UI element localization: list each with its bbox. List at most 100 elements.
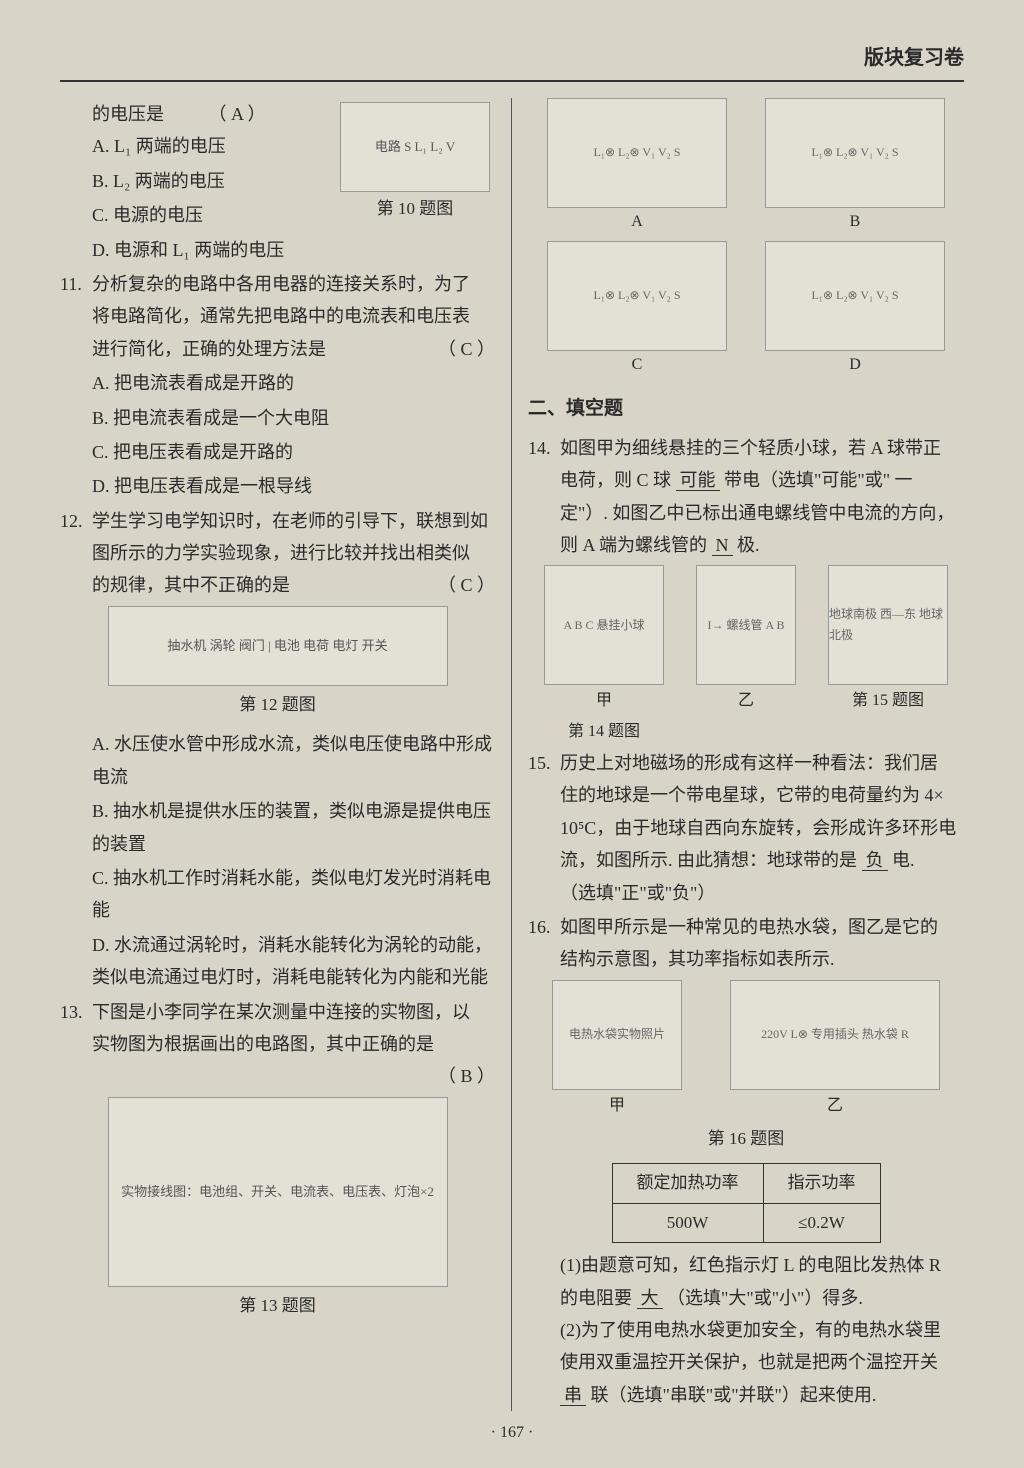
- circuit-b: L₁⊗ L₂⊗ V₁ V₂ S B: [765, 98, 945, 237]
- q11-num: 11.: [60, 268, 92, 300]
- section-2-title: 二、填空题: [528, 392, 964, 426]
- q15-blank: 负: [862, 850, 888, 871]
- q13-body: 下图是小李同学在某次测量中连接的实物图，以 实物图为根据画出的电路图，其中正确的…: [92, 996, 495, 1093]
- q16-p1a: (1)由题意可知，红色指示灯 L 的电阻比发热体 R: [528, 1249, 964, 1281]
- q16-row: 16. 如图甲所示是一种常见的电热水袋，图乙是它的 结构示意图，其功率指标如表所…: [528, 911, 964, 976]
- column-left: 电路 S L₁ L₂ V 第 10 题图 的电压是 （ A ） A. L₁ 两端…: [60, 98, 512, 1411]
- q11-opt-d: D. 把电压表看成是一根导线: [60, 470, 495, 502]
- q16-p2c: 联（选填"串联"或"并联"）起来使用.: [591, 1385, 877, 1405]
- q16-tv1: 500W: [612, 1203, 763, 1243]
- q13-stem2: 实物图为根据画出的电路图，其中正确的是: [92, 1028, 495, 1060]
- q13-answer: （ B ）: [92, 1060, 495, 1092]
- page-number: · 167 ·: [0, 1419, 1024, 1448]
- circuit-c-label: C: [547, 351, 727, 380]
- q12-num: 12.: [60, 505, 92, 537]
- q16-table: 额定加热功率 指示功率 500W ≤0.2W: [612, 1163, 881, 1243]
- q16-yi-wrap: 220V L⊗ 专用插头 热水袋 R 乙: [730, 980, 940, 1121]
- q14-body: 如图甲为细线悬挂的三个轻质小球，若 A 球带正 电荷，则 C 球 可能 带电（选…: [560, 432, 964, 562]
- q16-diag-yi: 220V L⊗ 专用插头 热水袋 R: [730, 980, 940, 1090]
- q15-t4: 流，如图所示. 由此猜想：地球带的是: [560, 850, 857, 870]
- q16-t2: 结构示意图，其功率指标如表所示.: [560, 943, 964, 975]
- q15-row: 15. 历史上对地磁场的形成有这样一种看法：我们居 住的地球是一个带电星球，它带…: [528, 747, 964, 909]
- q16-body: 如图甲所示是一种常见的电热水袋，图乙是它的 结构示意图，其功率指标如表所示.: [560, 911, 964, 976]
- q14-line4: 则 A 端为螺线管的 N 极.: [560, 529, 964, 561]
- q12-opt-d: D. 水流通过涡轮时，消耗水能转化为涡轮的动能，类似电流通过电灯时，消耗电能转化…: [60, 929, 495, 994]
- q11-answer: （ C ）: [438, 333, 495, 365]
- q12-caption: 第 12 题图: [60, 690, 495, 721]
- q13-stem1: 下图是小李同学在某次测量中连接的实物图，以: [92, 996, 495, 1028]
- header-title: 版块复习卷: [60, 40, 964, 82]
- q11-row: 11. 分析复杂的电路中各用电器的连接关系时，为了 将电路简化，通常先把电路中的…: [60, 268, 495, 365]
- q16-p1b: 的电阻要: [560, 1288, 632, 1308]
- q16-diagrams: 电热水袋实物照片 甲 220V L⊗ 专用插头 热水袋 R 乙: [528, 980, 964, 1121]
- q10-block: 电路 S L₁ L₂ V 第 10 题图 的电压是 （ A ） A. L₁ 两端…: [60, 98, 495, 268]
- circuit-d: L₁⊗ L₂⊗ V₁ V₂ S D: [765, 241, 945, 380]
- q11-stem3-row: 进行简化，正确的处理方法是 （ C ）: [92, 333, 495, 365]
- q14-diagrams: A B C 悬挂小球 甲 第 14 题图 I→ 螺线管 A B 乙 地球南极 西…: [528, 565, 964, 747]
- q16-th1: 额定加热功率: [612, 1164, 763, 1204]
- q15-t3: 10⁵C，由于地球自西向东旋转，会形成许多环形电: [560, 812, 964, 844]
- q14-caption: 第 14 题图: [544, 718, 664, 747]
- circuit-options: L₁⊗ L₂⊗ V₁ V₂ S A L₁⊗ L₂⊗ V₁ V₂ S B L₁⊗ …: [528, 98, 964, 384]
- q16-t1: 如图甲所示是一种常见的电热水袋，图乙是它的: [560, 911, 964, 943]
- q14-row: 14. 如图甲为细线悬挂的三个轻质小球，若 A 球带正 电荷，则 C 球 可能 …: [528, 432, 964, 562]
- q14-diag-yi-wrap: I→ 螺线管 A B 乙: [696, 565, 796, 747]
- circuit-b-label: B: [765, 208, 945, 237]
- q10-opt-d: D. 电源和 L₁ 两端的电压: [60, 234, 495, 266]
- main-columns: 电路 S L₁ L₂ V 第 10 题图 的电压是 （ A ） A. L₁ 两端…: [60, 98, 964, 1411]
- q13-caption: 第 13 题图: [60, 1291, 495, 1322]
- q15-t6: （选填"正"或"负"）: [560, 877, 964, 909]
- circuit-c: L₁⊗ L₂⊗ V₁ V₂ S C: [547, 241, 727, 380]
- q16-caption: 第 16 题图: [528, 1124, 964, 1155]
- q15-caption: 第 15 题图: [828, 687, 948, 716]
- q12-opt-c: C. 抽水机工作时消耗水能，类似电灯发光时消耗电能: [60, 862, 495, 927]
- q11-body: 分析复杂的电路中各用电器的连接关系时，为了 将电路简化，通常先把电路中的电流表和…: [92, 268, 495, 365]
- q15-diag-wrap: 地球南极 西—东 地球北极 第 15 题图: [828, 565, 948, 747]
- q14-diag-yi: I→ 螺线管 A B: [696, 565, 796, 685]
- column-right: L₁⊗ L₂⊗ V₁ V₂ S A L₁⊗ L₂⊗ V₁ V₂ S B L₁⊗ …: [512, 98, 964, 1411]
- q14-yi-label: 乙: [696, 687, 796, 716]
- q10-stem: 的电压是: [92, 104, 164, 124]
- q14-td: 定"）. 如图乙中已标出通电螺线管中电流的方向，: [560, 497, 964, 529]
- q11-stem3: 进行简化，正确的处理方法是: [92, 339, 326, 359]
- q14-line2: 电荷，则 C 球 可能 带电（选填"可能"或" 一: [560, 464, 964, 496]
- q14-num: 14.: [528, 432, 560, 464]
- q16-diag-jia: 电热水袋实物照片: [552, 980, 682, 1090]
- circuit-d-diag: L₁⊗ L₂⊗ V₁ V₂ S: [765, 241, 945, 351]
- q14-blank1: 可能: [676, 470, 720, 491]
- q16-p2a: (2)为了使用电热水袋更加安全，有的电热水袋里: [528, 1314, 964, 1346]
- q14-tf: 极.: [737, 535, 760, 555]
- q16-blank1: 大: [637, 1288, 663, 1309]
- circuit-a: L₁⊗ L₂⊗ V₁ V₂ S A: [547, 98, 727, 237]
- q11-opt-b: B. 把电流表看成是一个大电阻: [60, 402, 495, 434]
- q16-p1c: （选填"大"或"小"）得多.: [667, 1288, 863, 1308]
- q12-body: 学生学习电学知识时，在老师的引导下，联想到如 图所示的力学实验现象，进行比较并找…: [92, 505, 495, 602]
- q12-opt-b: B. 抽水机是提供水压的装置，类似电源是提供电压的装置: [60, 795, 495, 860]
- q16-yi-label: 乙: [730, 1092, 940, 1121]
- q10-answer: （ A ）: [209, 104, 266, 124]
- circuit-d-label: D: [765, 351, 945, 380]
- q11-stem2: 将电路简化，通常先把电路中的电流表和电压表: [92, 300, 495, 332]
- q11-opt-a: A. 把电流表看成是开路的: [60, 367, 495, 399]
- q14-ta: 如图甲为细线悬挂的三个轻质小球，若 A 球带正: [560, 432, 964, 464]
- q14-te: 则 A 端为螺线管的: [560, 535, 707, 555]
- circuit-a-label: A: [547, 208, 727, 237]
- q10-caption: 第 10 题图: [335, 194, 495, 225]
- q14-jia-label: 甲: [544, 687, 664, 716]
- q15-body: 历史上对地磁场的形成有这样一种看法：我们居 住的地球是一个带电星球，它带的电荷量…: [560, 747, 964, 909]
- q14-tb: 电荷，则 C 球: [560, 470, 671, 490]
- q10-diagram: 电路 S L₁ L₂ V: [340, 102, 490, 192]
- q12-diagram: 抽水机 涡轮 阀门 | 电池 电荷 电灯 开关: [108, 606, 448, 686]
- q15-t1: 历史上对地磁场的形成有这样一种看法：我们居: [560, 747, 964, 779]
- q15-t2: 住的地球是一个带电星球，它带的电荷量约为 4×: [560, 779, 964, 811]
- q15-diagram: 地球南极 西—东 地球北极: [828, 565, 948, 685]
- q16-p1-line2: 的电阻要 大 （选填"大"或"小"）得多.: [528, 1282, 964, 1314]
- q12-row: 12. 学生学习电学知识时，在老师的引导下，联想到如 图所示的力学实验现象，进行…: [60, 505, 495, 602]
- q15-t5: 电.: [892, 850, 915, 870]
- q13-num: 13.: [60, 996, 92, 1028]
- q16-jia-label: 甲: [552, 1092, 682, 1121]
- q15-line4: 流，如图所示. 由此猜想：地球带的是 负 电.: [560, 844, 964, 876]
- circuit-b-diag: L₁⊗ L₂⊗ V₁ V₂ S: [765, 98, 945, 208]
- q16-num: 16.: [528, 911, 560, 943]
- q16-p2-line3: 串 联（选填"串联"或"并联"）起来使用.: [528, 1379, 964, 1411]
